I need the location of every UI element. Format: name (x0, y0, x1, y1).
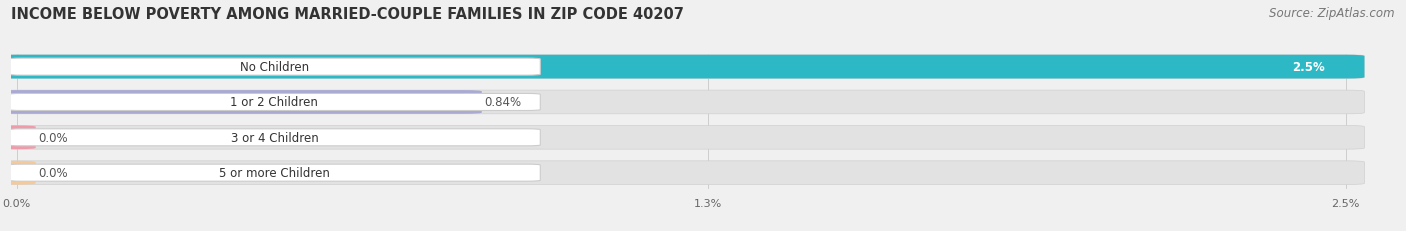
FancyBboxPatch shape (0, 126, 1364, 149)
Text: 0.0%: 0.0% (38, 167, 67, 179)
Text: INCOME BELOW POVERTY AMONG MARRIED-COUPLE FAMILIES IN ZIP CODE 40207: INCOME BELOW POVERTY AMONG MARRIED-COUPL… (11, 7, 685, 22)
FancyBboxPatch shape (0, 55, 1364, 79)
Text: Source: ZipAtlas.com: Source: ZipAtlas.com (1270, 7, 1395, 20)
FancyBboxPatch shape (0, 91, 482, 114)
Text: No Children: No Children (240, 61, 309, 74)
FancyBboxPatch shape (8, 59, 540, 76)
FancyBboxPatch shape (0, 55, 1364, 79)
Text: 5 or more Children: 5 or more Children (219, 167, 330, 179)
Text: 2.5%: 2.5% (1292, 61, 1324, 74)
FancyBboxPatch shape (0, 91, 1364, 114)
FancyBboxPatch shape (8, 94, 540, 111)
Text: 0.0%: 0.0% (38, 131, 67, 144)
FancyBboxPatch shape (0, 161, 35, 185)
FancyBboxPatch shape (8, 164, 540, 181)
FancyBboxPatch shape (0, 126, 35, 149)
FancyBboxPatch shape (0, 161, 1364, 185)
Text: 3 or 4 Children: 3 or 4 Children (231, 131, 318, 144)
FancyBboxPatch shape (8, 129, 540, 146)
Text: 1 or 2 Children: 1 or 2 Children (231, 96, 318, 109)
Text: 0.84%: 0.84% (485, 96, 522, 109)
